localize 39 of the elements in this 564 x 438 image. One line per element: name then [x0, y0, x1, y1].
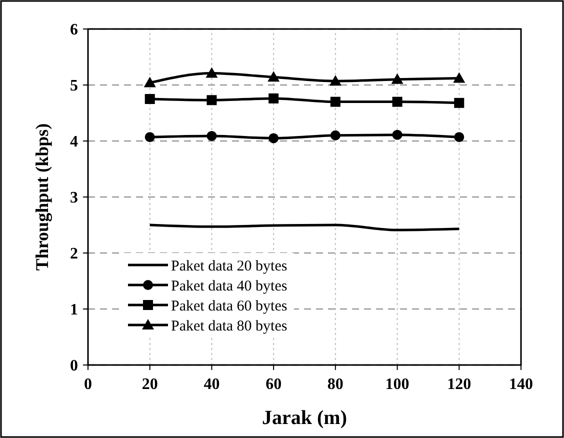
x-tick-label: 140 [509, 376, 533, 393]
point [454, 98, 464, 108]
y-axis-title: Throughput (kbps) [32, 123, 52, 271]
x-tick-label: 40 [204, 376, 220, 393]
y-tick-label: 5 [70, 78, 78, 95]
legend-label: Paket data 20 bytes [171, 258, 288, 274]
point [392, 96, 402, 107]
x-tick-label: 60 [266, 376, 282, 393]
legend-label: Paket data 60 bytes [171, 298, 288, 314]
x-tick-label: 80 [327, 376, 344, 393]
x-tick-label: 20 [142, 376, 158, 393]
point [391, 73, 404, 84]
point [330, 96, 340, 107]
point [144, 94, 155, 104]
y-tick-label: 6 [70, 22, 78, 39]
y-tick-label: 4 [70, 134, 78, 151]
point [268, 133, 279, 144]
point [144, 76, 156, 88]
point [454, 132, 464, 142]
x-tick-label: 120 [447, 376, 472, 393]
point [392, 130, 402, 140]
point [268, 71, 280, 82]
x-tick-label: 0 [84, 376, 92, 393]
point [330, 130, 340, 140]
point [453, 72, 466, 83]
legend-label: Paket data 80 bytes [171, 318, 288, 334]
y-tick-label: 2 [70, 246, 78, 263]
x-axis-title: Jarak (m) [262, 407, 347, 429]
point [206, 130, 217, 141]
x-tick-label: 100 [385, 376, 410, 393]
point [144, 132, 155, 142]
legend-label: Paket data 40 bytes [171, 278, 288, 294]
point [206, 95, 217, 106]
y-tick-label: 0 [70, 358, 78, 375]
y-tick-label: 1 [70, 302, 78, 319]
y-tick-label: 3 [70, 190, 78, 207]
point [206, 67, 218, 78]
point [329, 75, 342, 86]
point [268, 93, 279, 104]
